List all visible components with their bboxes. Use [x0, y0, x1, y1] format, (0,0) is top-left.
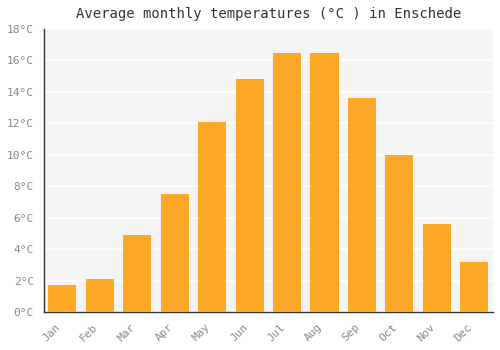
Bar — [160, 194, 189, 312]
Bar — [386, 155, 413, 312]
Bar — [460, 262, 488, 312]
Title: Average monthly temperatures (°C ) in Enschede: Average monthly temperatures (°C ) in En… — [76, 7, 461, 21]
Bar — [236, 79, 264, 312]
Bar — [48, 285, 76, 312]
Bar — [310, 52, 338, 312]
Bar — [348, 98, 376, 312]
Bar — [423, 224, 451, 312]
Bar — [123, 235, 152, 312]
Bar — [86, 279, 114, 312]
Bar — [273, 52, 301, 312]
Bar — [198, 122, 226, 312]
